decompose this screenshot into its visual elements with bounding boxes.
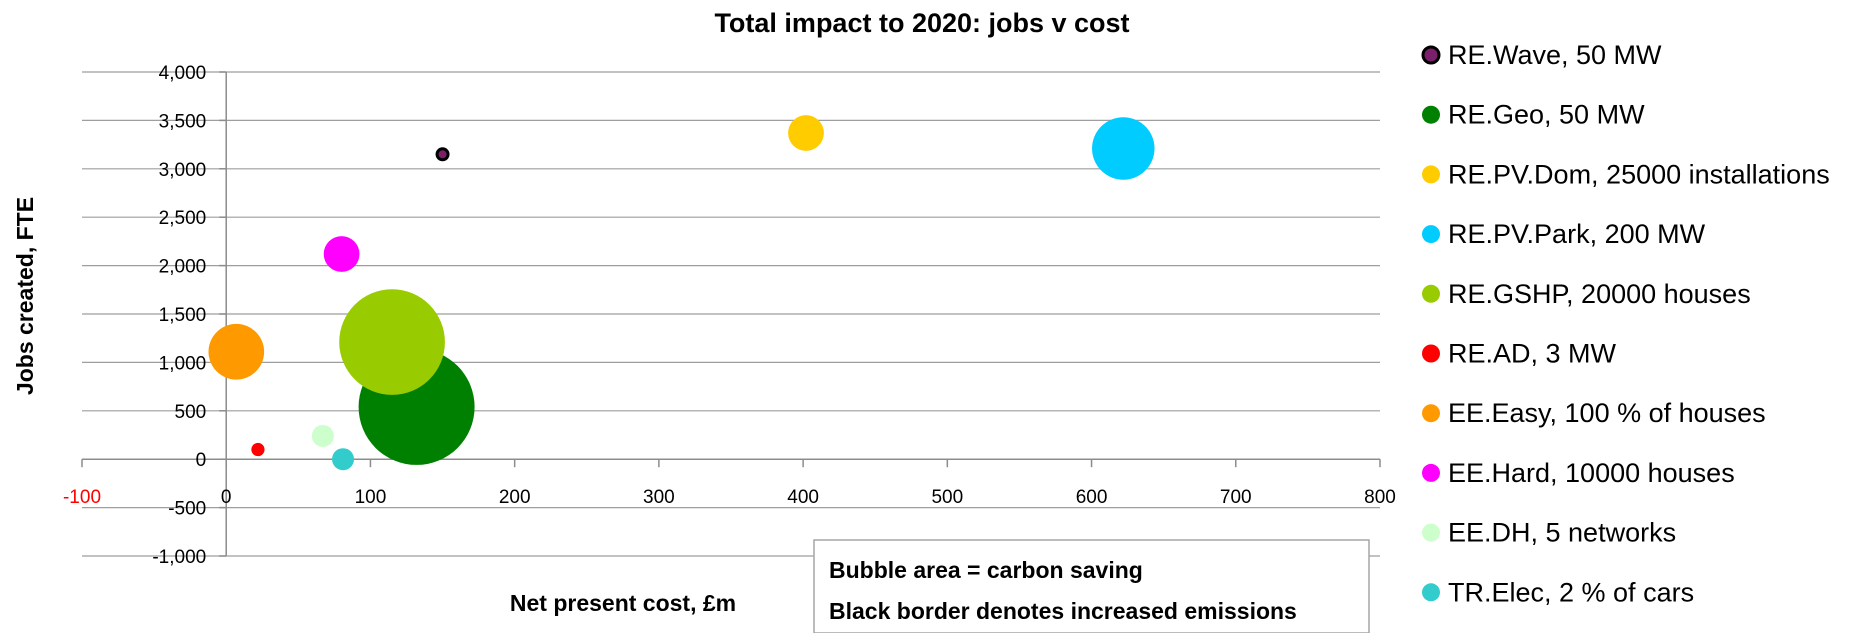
legend-label: EE.Easy, 100 % of houses [1448, 398, 1766, 428]
legend-marker [1422, 165, 1440, 184]
note-line-2: Black border denotes increased emissions [829, 598, 1297, 624]
legend-marker [1422, 523, 1440, 542]
y-tick-label: -500 [168, 499, 206, 520]
note-box: Bubble area = carbon saving Black border… [813, 539, 1370, 633]
x-tick-labels: -100 0 100 200 300 400 500 600 700 800 [63, 487, 1396, 508]
y-tick-label: 500 [175, 402, 207, 423]
x-tick-label: -100 [63, 487, 101, 508]
bubble [435, 147, 450, 162]
y-tick-label: 1,000 [159, 353, 207, 374]
legend-label: TR.Elec, 2 % of cars [1448, 577, 1694, 607]
x-tick-label: 400 [787, 487, 819, 508]
bubbles [208, 115, 1155, 471]
legend-marker [1422, 583, 1440, 602]
x-tick-label: 800 [1364, 487, 1396, 508]
x-tick-label: 200 [499, 487, 531, 508]
x-tick-label: 500 [931, 487, 963, 508]
bubble [251, 442, 265, 457]
y-tick-label: 1,500 [159, 305, 207, 326]
bubble [323, 236, 360, 272]
bubble [208, 323, 265, 380]
legend-label: RE.PV.Park, 200 MW [1448, 219, 1706, 249]
note-line-1: Bubble area = carbon saving [829, 557, 1143, 583]
x-tick-label: 100 [355, 487, 387, 508]
y-tick-labels: -1,000 -500 0 500 1,000 1,500 2,000 2,500 3,000 3… [152, 63, 206, 568]
legend-label: RE.GSHP, 20000 houses [1448, 279, 1751, 309]
y-tick-label: 4,000 [159, 63, 207, 84]
legend-marker [1422, 344, 1440, 363]
bubble [788, 115, 824, 151]
legend-marker [1422, 225, 1440, 244]
chart-title: Total impact to 2020: jobs v cost [714, 8, 1129, 38]
legend-label: RE.Geo, 50 MW [1448, 100, 1645, 130]
x-tick-label: 0 [221, 487, 232, 508]
bubble [311, 424, 334, 447]
y-axis-title: Jobs created, FTE [12, 197, 38, 395]
legend-label: EE.DH, 5 networks [1448, 518, 1676, 548]
bubble [339, 289, 445, 395]
x-tick-label: 300 [643, 487, 675, 508]
legend-label: RE.PV.Dom, 25000 installations [1448, 159, 1830, 189]
y-tick-label: 2,000 [159, 257, 207, 278]
legend-marker [1422, 105, 1440, 124]
legend-marker [1421, 45, 1441, 65]
y-tick-label: -1,000 [152, 547, 206, 568]
y-tick-label: 3,000 [159, 160, 207, 181]
note-box-border [813, 539, 1370, 633]
legend-marker [1422, 463, 1440, 482]
x-axis-title: Net present cost, £m [510, 590, 736, 616]
x-tick-label: 700 [1220, 487, 1252, 508]
x-tick-label: 600 [1076, 487, 1108, 508]
y-tick-label: 0 [196, 450, 207, 471]
legend-label: EE.Hard, 10000 houses [1448, 458, 1735, 488]
gridlines [82, 71, 1380, 557]
legend-label: RE.AD, 3 MW [1448, 339, 1617, 369]
legend-marker [1422, 284, 1440, 303]
legend: RE.Wave, 50 MW RE.Geo, 50 MW RE.PV.Dom, 25… [1421, 40, 1830, 607]
bubble [332, 448, 355, 471]
y-tick-label: 3,500 [159, 111, 207, 132]
axes [81, 71, 1381, 557]
bubble [1092, 117, 1155, 180]
legend-label: RE.Wave, 50 MW [1448, 40, 1662, 70]
legend-marker [1422, 404, 1440, 423]
y-tick-label: 2,500 [159, 208, 207, 229]
